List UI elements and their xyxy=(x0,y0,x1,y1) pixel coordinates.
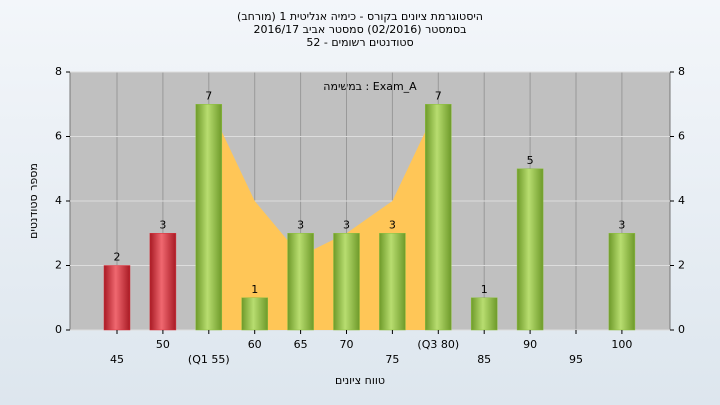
data-label: 3 xyxy=(389,218,396,231)
title-line: בסמסטר (02/2016) סמסטר אביב 2016/17 xyxy=(253,23,466,36)
x-tick-label: (Q3 80) xyxy=(417,338,459,351)
bar xyxy=(516,168,544,331)
data-label: 1 xyxy=(481,283,488,296)
bar xyxy=(470,297,498,331)
x-tick-label: 90 xyxy=(523,338,537,351)
y2-tick-label: 8 xyxy=(678,65,685,78)
title-line: סטודנטים רשומים - 52 xyxy=(306,36,413,49)
data-label: 3 xyxy=(159,218,166,231)
data-label: 7 xyxy=(435,89,442,102)
bar xyxy=(195,104,223,331)
y-axis-label: מספר סטודנטים xyxy=(27,163,40,239)
y-tick-label: 4 xyxy=(55,194,62,207)
y2-tick-label: 6 xyxy=(678,130,685,143)
x-tick-label: (Q1 55) xyxy=(188,353,230,366)
bar xyxy=(379,233,406,331)
x-tick-label: 75 xyxy=(385,353,399,366)
bar xyxy=(241,297,268,331)
y-tick-label: 0 xyxy=(55,323,62,336)
x-tick-label: 70 xyxy=(340,338,354,351)
data-label: 2 xyxy=(114,251,121,264)
bar xyxy=(287,233,314,331)
bar xyxy=(333,233,360,331)
data-label: 3 xyxy=(618,218,625,231)
x-tick-label: 85 xyxy=(477,353,491,366)
bar xyxy=(103,265,131,331)
x-tick-label: 60 xyxy=(248,338,262,351)
x-tick-label: 65 xyxy=(294,338,308,351)
bar xyxy=(608,233,636,331)
title-line: (היסטוגרמת ציונים בקורס - כימיה אנליטית … xyxy=(237,10,483,23)
bar xyxy=(149,233,177,331)
y-tick-label: 6 xyxy=(55,130,62,143)
x-tick-label: 100 xyxy=(611,338,632,351)
x-tick-label: 95 xyxy=(569,353,583,366)
data-label: 5 xyxy=(527,154,534,167)
y2-tick-label: 2 xyxy=(678,259,685,272)
data-label: 7 xyxy=(205,89,212,102)
data-label: 1 xyxy=(251,283,258,296)
y2-tick-label: 0 xyxy=(678,323,685,336)
x-axis-label: טווח ציונים xyxy=(335,374,385,387)
y-tick-label: 8 xyxy=(55,65,62,78)
bar xyxy=(425,104,452,331)
annotation: במשימה : Exam_A xyxy=(323,80,417,93)
data-label: 3 xyxy=(297,218,304,231)
y2-tick-label: 4 xyxy=(678,194,685,207)
y-tick-label: 2 xyxy=(55,259,62,272)
x-tick-label: 45 xyxy=(110,353,124,366)
data-label: 3 xyxy=(343,218,350,231)
x-tick-label: 50 xyxy=(156,338,170,351)
